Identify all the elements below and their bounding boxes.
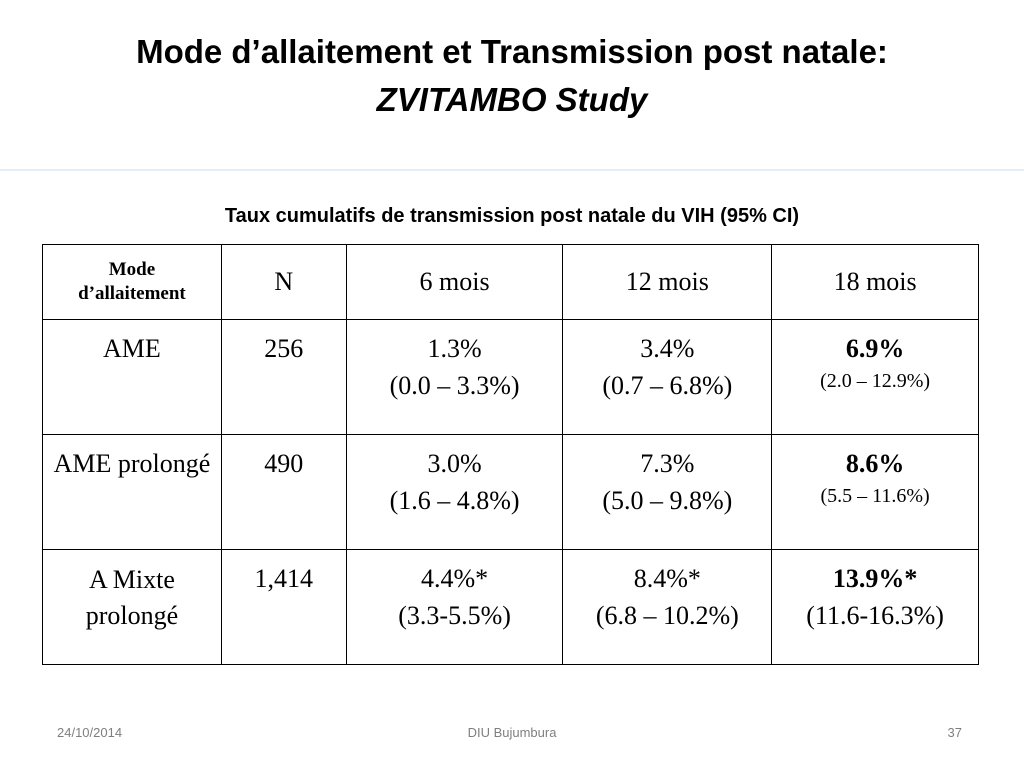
cell-12-mois: 8.4%* (6.8 – 10.2%)	[562, 549, 773, 665]
transmission-table: Mode d’allaitement N 6 mois 12 mois 18 m…	[42, 244, 979, 665]
table-row: AME 256 1.3% (0.0 – 3.3%) 3.4% (0.7 – 6.…	[42, 319, 979, 435]
table-row: A Mixte prolongé 1,414 4.4%* (3.3-5.5%) …	[42, 549, 979, 665]
cell-6-mois: 3.0% (1.6 – 4.8%)	[345, 434, 564, 550]
title-line-1: Mode d’allaitement et Transmission post …	[136, 33, 888, 70]
row-n: 1,414	[220, 549, 347, 665]
cell-18-mois: 8.6% (5.5 – 11.6%)	[771, 434, 979, 550]
row-n: 490	[220, 434, 347, 550]
cell-6-mois: 1.3% (0.0 – 3.3%)	[345, 319, 564, 435]
header-mode: Mode d’allaitement	[42, 244, 222, 320]
header-12-mois: 12 mois	[562, 244, 773, 320]
slide-title: Mode d’allaitement et Transmission post …	[0, 28, 1024, 124]
row-label: A Mixte prolongé	[42, 549, 222, 665]
row-n: 256	[220, 319, 347, 435]
header-mode-line2: d’allaitement	[78, 283, 186, 304]
title-line-2: ZVITAMBO Study	[376, 81, 648, 118]
footer-page-number: 37	[947, 725, 962, 740]
cell-18-mois: 6.9% (2.0 – 12.9%)	[771, 319, 979, 435]
footer-date: 24/10/2014	[57, 725, 123, 740]
header-mode-line1: Mode	[108, 259, 156, 280]
row-label: AME	[42, 319, 222, 435]
title-divider	[0, 169, 1024, 171]
cell-6-mois: 4.4%* (3.3-5.5%)	[345, 549, 564, 665]
header-n: N	[220, 244, 347, 320]
table-header-row: Mode d’allaitement N 6 mois 12 mois 18 m…	[42, 244, 979, 320]
table-caption: Taux cumulatifs de transmission post nat…	[224, 205, 800, 227]
footer-event: DIU Bujumbura	[467, 725, 557, 740]
header-18-mois: 18 mois	[771, 244, 979, 320]
cell-12-mois: 3.4% (0.7 – 6.8%)	[562, 319, 773, 435]
table-row: AME prolongé 490 3.0% (1.6 – 4.8%) 7.3% …	[42, 434, 979, 550]
row-label: AME prolongé	[42, 434, 222, 550]
cell-12-mois: 7.3% (5.0 – 9.8%)	[562, 434, 773, 550]
header-6-mois: 6 mois	[345, 244, 564, 320]
cell-18-mois: 13.9%* (11.6-16.3%)	[771, 549, 979, 665]
